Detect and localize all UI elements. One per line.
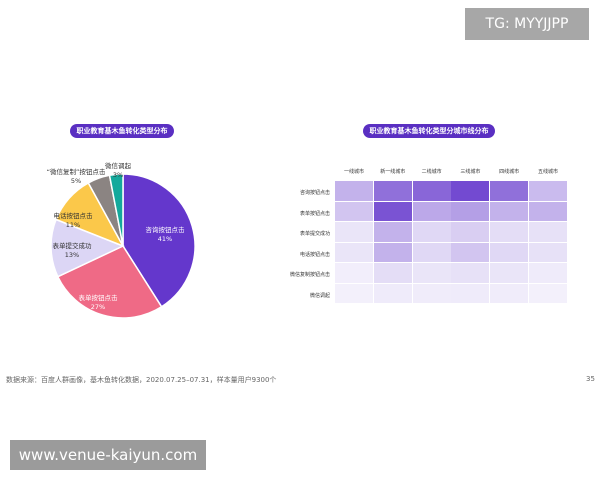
heatmap-cell [490,242,529,263]
heatmap-cell [412,181,451,201]
pie-slice-value-label: 27% [91,303,105,311]
heatmap-cell [529,222,567,242]
heatmap-cell [490,263,529,283]
heatmap-cell [335,201,373,222]
pie-slice-label: 电话按钮点击 [54,211,94,220]
heatmap-cell [412,242,451,263]
heatmap-row-label: 表单按钮点击 [299,210,330,217]
pie-slice [108,173,124,247]
heatmap-column-label: 五线城市 [537,169,558,175]
heatmap-cell [451,222,490,242]
pie-slice-label: 表单提交成功 [53,241,93,250]
heatmap-cell [490,181,529,201]
pie-slice [56,245,163,319]
pie-slice [50,218,125,278]
heatmap-row-label: 微信调起 [309,292,330,299]
heatmap-cell [373,263,412,283]
heatmap-cell [373,222,412,242]
bottom-watermark: www.venue-kaiyun.com [10,440,206,470]
pie-slice-label: “微信复制”按钮点击 [47,167,106,176]
heatmap-cell [335,263,373,283]
heatmap-row-label: 微信复制按钮点击 [289,272,330,278]
heatmap-cell [412,263,451,283]
heatmap-cell [335,283,373,304]
heatmap-cell [412,222,451,242]
heatmap-cell [529,283,567,304]
heatmap-cell [412,283,451,304]
heatmap-cell [412,201,451,222]
heatmap-cell [335,242,373,263]
heatmap-cell [529,201,567,222]
pie-slice-label: 微信调起 [105,161,132,170]
pie-slice-value-label: 11% [66,221,80,229]
heatmap-cell [373,283,412,304]
heatmap-column-label: 新一线城市 [380,169,406,175]
pie-slice-value-label: 41% [158,235,172,243]
heatmap-cell [451,201,490,222]
heatmap-cell [451,283,490,304]
heatmap-row-label: 电话按钮点击 [299,251,330,258]
heatmap-cell [451,181,490,201]
heatmap-cell [451,263,490,283]
heatmap-cell [335,222,373,242]
heatmap-cell [529,181,567,201]
heatmap-cell [490,283,529,304]
top-watermark: TG: MYYJJPP [465,8,589,40]
heatmap-cell [373,242,412,263]
heatmap-cell [335,181,373,201]
pie-slice-value-label: 3% [113,171,123,179]
pie-slice-label: 表单按钮点击 [79,293,119,302]
heatmap-column-label: 四线城市 [499,169,520,175]
heatmap-row-label: 表单提交成功 [299,231,330,237]
heatmap-cell [373,181,412,201]
heatmap-cell [529,242,567,263]
heatmap-cell [373,201,412,222]
heatmap-column-label: 三线城市 [460,169,481,175]
heatmap-cell [529,263,567,283]
heatmap-cell [451,242,490,263]
pie-slice-value-label: 5% [71,177,81,185]
pie-slice-label: 咨询按钮点击 [146,225,186,234]
pie-slice-value-label: 13% [65,251,79,259]
heatmap-cell [490,222,529,242]
heatmap-cell [490,201,529,222]
page-number: 35 [586,375,595,383]
heatmap-column-label: 二线城市 [421,169,442,175]
pie-chart-title: 职业教育基木鱼转化类型分布 [70,124,174,138]
heatmap-chart-title: 职业教育基木鱼转化类型分城市线分布 [363,124,495,138]
heatmap-column-label: 一线城市 [343,169,364,175]
heatmap-row-label: 咨询按钮点击 [299,190,330,196]
data-source-note: 数据来源：百度人群画像，基木鱼转化数据，2020.07.25–07.31，样本量… [6,376,277,384]
